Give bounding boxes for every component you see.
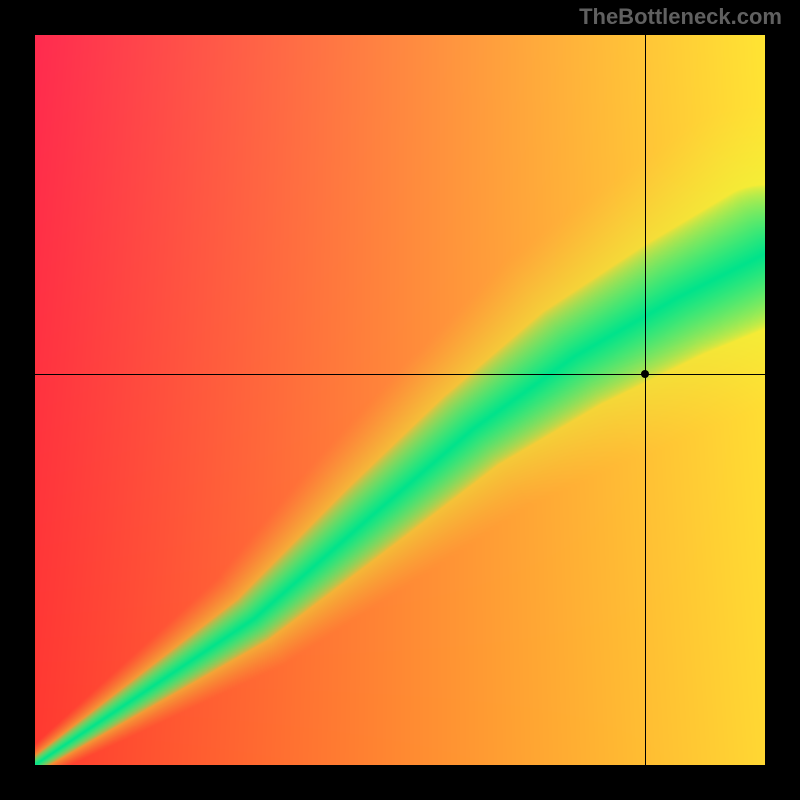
plot-area <box>35 35 765 765</box>
crosshair-point <box>641 370 649 378</box>
watermark-text: TheBottleneck.com <box>579 4 782 30</box>
crosshair-horizontal <box>35 374 765 375</box>
heatmap-canvas <box>35 35 765 765</box>
crosshair-vertical <box>645 35 646 765</box>
chart-container: TheBottleneck.com <box>0 0 800 800</box>
